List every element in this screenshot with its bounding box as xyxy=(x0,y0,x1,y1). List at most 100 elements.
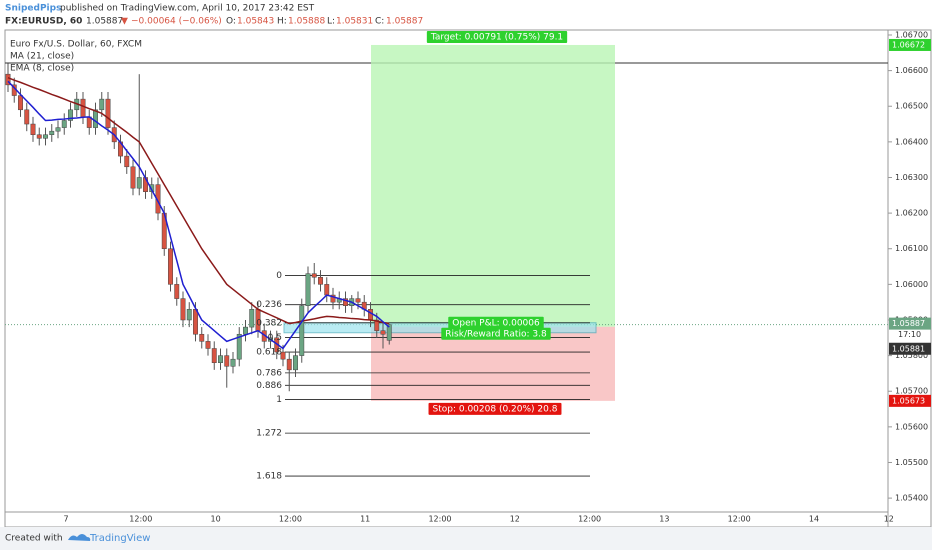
y-tick-label: 1.05800 xyxy=(895,351,928,360)
plot-area xyxy=(5,44,888,477)
last: 1.05887 xyxy=(86,17,123,27)
stop-label-bg xyxy=(428,402,562,415)
candle-body xyxy=(199,333,205,342)
last-price: 1.05887 xyxy=(892,319,925,328)
x-tick-label: 12:00 xyxy=(279,515,302,524)
x-tick-label: 13 xyxy=(659,515,669,524)
candle-body xyxy=(299,305,305,356)
candle-body xyxy=(36,134,42,139)
candle-body xyxy=(136,177,142,189)
candle-body xyxy=(93,109,98,128)
candle-body xyxy=(186,309,192,321)
fib-label: 0.382 xyxy=(256,318,282,328)
candle-body xyxy=(55,127,61,132)
x-tick-label: 14 xyxy=(809,515,819,524)
candle-body xyxy=(193,309,198,335)
x-tick-label: 12 xyxy=(884,515,894,524)
candle-body xyxy=(343,298,348,306)
candle-body xyxy=(286,358,292,371)
footer-created: Created with xyxy=(5,534,63,544)
candle-body xyxy=(149,184,155,192)
candle-body xyxy=(355,298,361,303)
candle-body xyxy=(180,298,186,321)
change: −0.00064 (−0.06%) xyxy=(131,17,222,27)
entry-price-bg xyxy=(889,342,931,355)
l: 1.05831 xyxy=(336,17,373,27)
fib-label: 1 xyxy=(276,395,282,405)
legend-entry: EMA (8, close) xyxy=(10,64,74,74)
candle-body xyxy=(24,109,30,125)
footer-logo xyxy=(68,534,91,541)
rr-label: Risk/Reward Ratio: 3.8 xyxy=(445,329,547,339)
candle-body xyxy=(218,355,223,363)
candle-body xyxy=(130,166,136,189)
y-tick-label: 1.05500 xyxy=(895,458,928,467)
candle-body xyxy=(99,98,105,111)
target-zone xyxy=(371,44,615,327)
fib-label: 0.236 xyxy=(256,300,282,310)
last-price-bg xyxy=(889,317,931,330)
candle-body xyxy=(386,324,392,341)
countdown: 17:10 xyxy=(898,330,921,339)
y-tick-label: 1.06600 xyxy=(895,66,928,75)
stop-price-bg xyxy=(889,394,931,407)
x-tick-label: 7 xyxy=(63,515,68,524)
y-tick-label: 1.06300 xyxy=(895,173,928,182)
candle-body xyxy=(318,276,323,285)
x-tick-label: 12:00 xyxy=(578,515,601,524)
candle-body xyxy=(124,155,130,168)
candle-body xyxy=(374,319,380,331)
candle-body xyxy=(211,348,217,363)
fib-label: 0.5 xyxy=(268,333,282,343)
target-label-bg xyxy=(426,30,568,43)
author[interactable]: SnipedPips xyxy=(5,4,61,14)
y-tick-label: 1.06500 xyxy=(895,102,928,111)
c: 1.05887 xyxy=(386,17,423,27)
fib-label: 0.886 xyxy=(256,381,282,391)
rr-label-bg xyxy=(441,327,551,340)
published: published on TradingView.com, April 10, … xyxy=(60,4,315,14)
fib-label: 0.618 xyxy=(256,348,282,358)
legend-entry: MA (21, close) xyxy=(10,52,74,62)
candle-body xyxy=(5,73,11,86)
candle-body xyxy=(68,109,73,121)
fib-label: 0 xyxy=(276,271,282,281)
candle-body xyxy=(380,330,386,335)
candle-body xyxy=(305,273,311,306)
y-tick-label: 1.05600 xyxy=(895,422,928,431)
o-label: O: xyxy=(226,17,236,27)
candle-body xyxy=(243,326,248,335)
candle-body xyxy=(80,98,86,118)
h: 1.05888 xyxy=(288,17,325,27)
candle-body xyxy=(293,355,298,371)
candle-body xyxy=(105,98,111,128)
h-label: H: xyxy=(277,17,287,27)
y-tick-label: 1.06000 xyxy=(895,280,928,289)
footer-brand[interactable]: TradingView xyxy=(89,533,150,544)
symbol: FX:EURUSD, 60 xyxy=(5,17,82,27)
chart-title: Euro Fx/U.S. Dollar, 60, FXCM xyxy=(10,40,142,50)
target-price-bg xyxy=(889,38,931,51)
candle-body xyxy=(205,341,211,349)
candle-body xyxy=(236,333,242,360)
stop-price: 1.05673 xyxy=(892,396,925,405)
candle-body xyxy=(280,351,286,360)
c-label: C: xyxy=(375,17,384,27)
candle-body xyxy=(61,120,67,128)
candle-body xyxy=(168,248,173,285)
target-price: 1.06672 xyxy=(892,40,925,49)
footer xyxy=(0,527,932,550)
candle-body xyxy=(368,309,373,321)
y-tick-label: 1.06100 xyxy=(895,244,928,253)
y-tick-label: 1.05700 xyxy=(895,387,928,396)
y-tick-label: 1.06400 xyxy=(895,137,928,146)
y-tick-label: 1.06700 xyxy=(895,30,928,39)
x-tick-label: 11 xyxy=(360,515,370,524)
candle-body xyxy=(230,358,236,367)
candle-body xyxy=(330,294,336,303)
candle-body xyxy=(311,273,317,278)
fib-label: 0.786 xyxy=(256,368,282,378)
l-label: L: xyxy=(327,17,335,27)
target-label: Target: 0.00791 (0.75%) 79.1 xyxy=(430,32,563,42)
